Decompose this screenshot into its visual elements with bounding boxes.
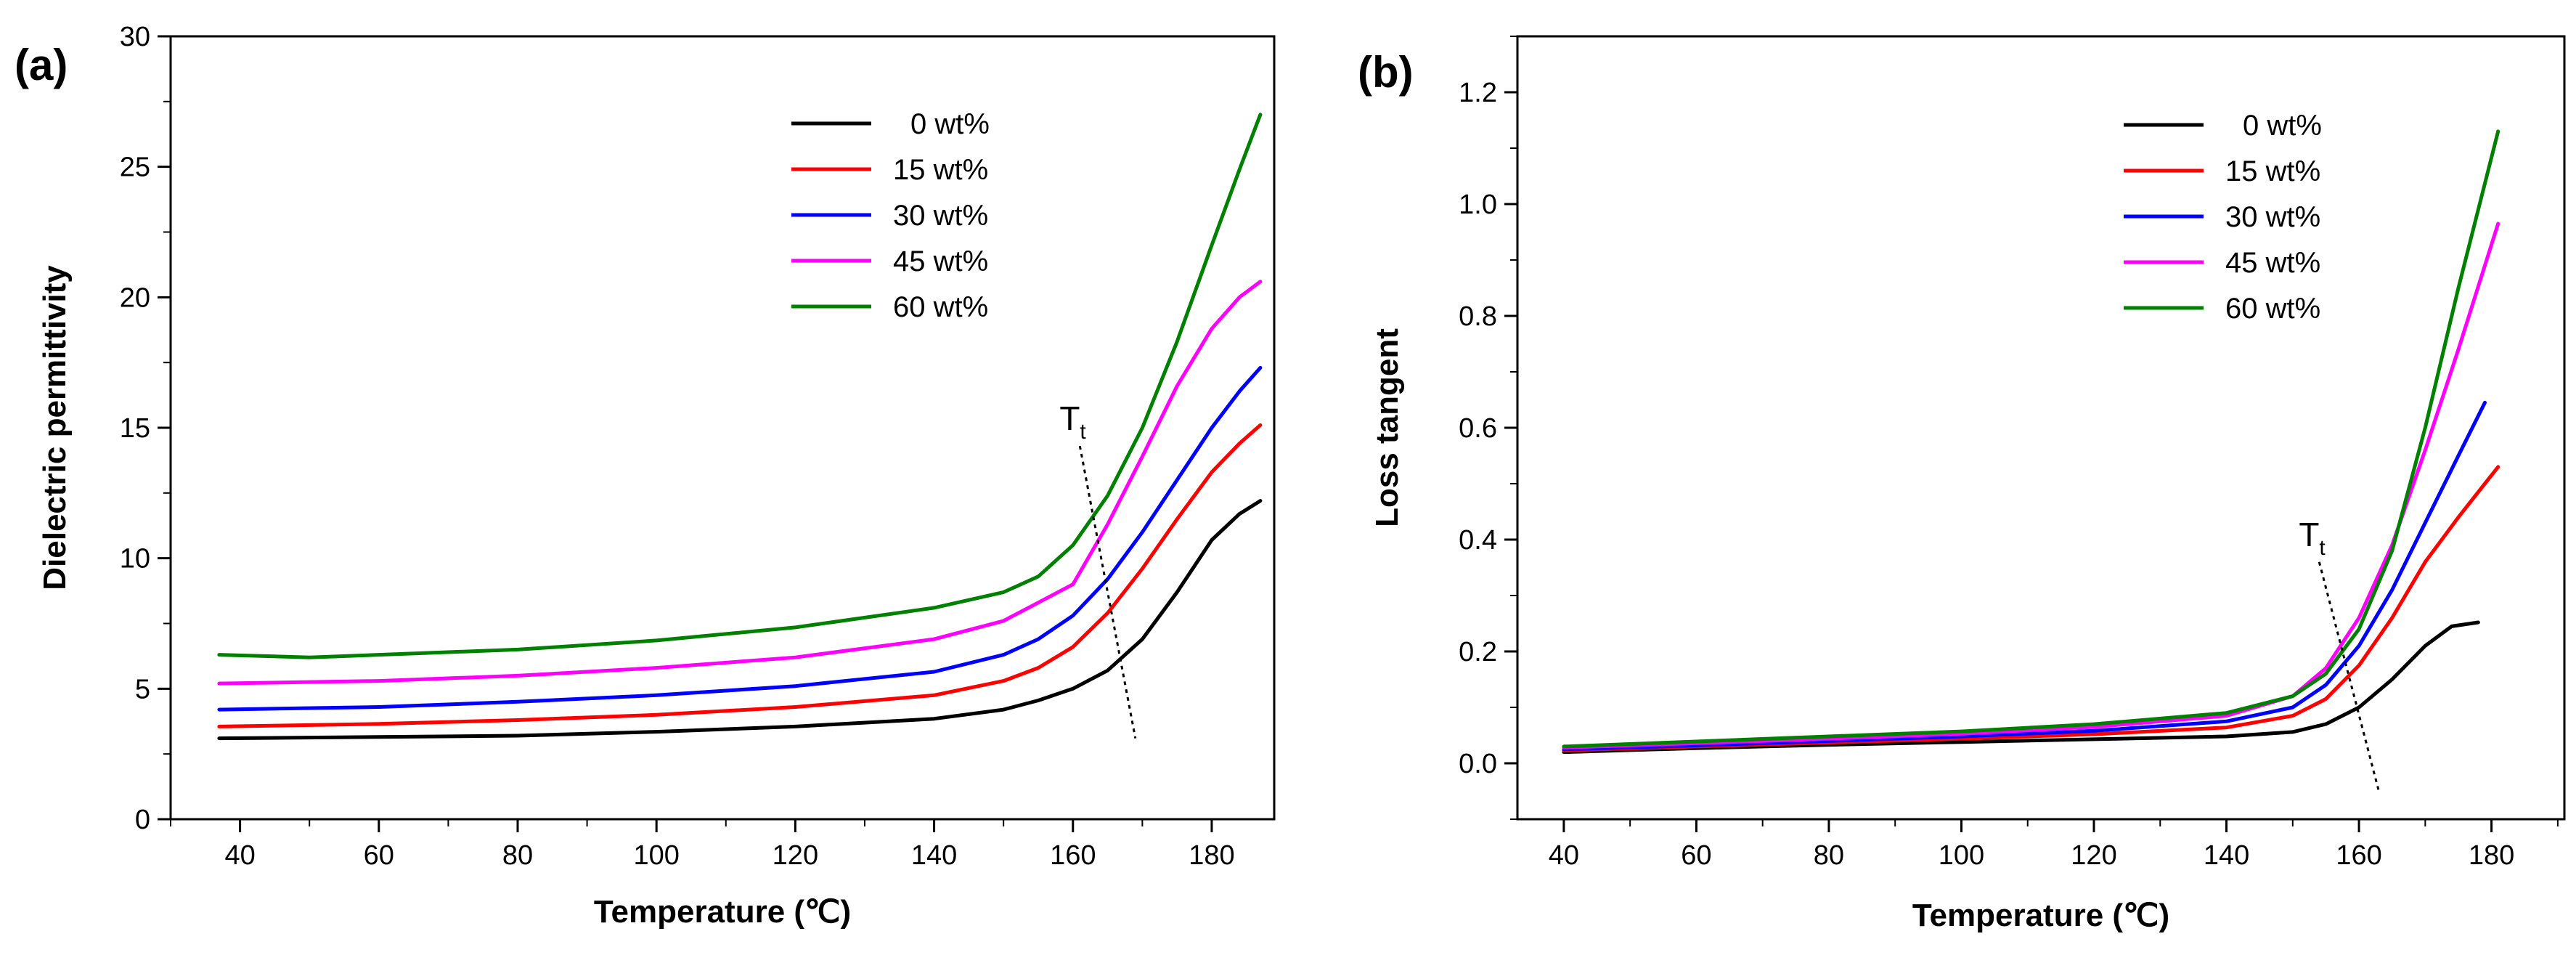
- legend-label: 0 wt%: [910, 108, 990, 140]
- y-tick-label: 1.2: [1459, 78, 1497, 108]
- legend-label: 0 wt%: [2243, 110, 2322, 142]
- y-tick-label: 15: [120, 413, 150, 444]
- series-line-15wt: [217, 423, 1263, 728]
- series-line-30wt: [217, 365, 1263, 712]
- transition-temperature-subscript: t: [2319, 536, 2326, 560]
- y-tick-label: 0.0: [1459, 749, 1497, 779]
- series-line-0wt: [217, 499, 1263, 741]
- y-tick-label: 1.0: [1459, 190, 1497, 220]
- legend-label: 30 wt%: [893, 200, 988, 232]
- y-tick-label: 0.4: [1459, 525, 1497, 556]
- y-tick-label: 0.8: [1459, 301, 1497, 332]
- y-tick-label: 20: [120, 283, 150, 313]
- series-line-60wt: [217, 113, 1263, 659]
- chart-panel-b: 40 60 80 100 120 140 160 180 0.0 0.2 0.4 0.6 0.8 1.0 1…: [1358, 35, 2566, 933]
- legend-label: 15 wt%: [2225, 155, 2320, 187]
- series-line-30wt: [1562, 400, 2487, 752]
- transition-dotted-line: [1078, 445, 1137, 739]
- y-tick-label: 25: [120, 153, 150, 183]
- y-tick-label: 30: [120, 22, 150, 52]
- series-line-45wt: [217, 280, 1263, 686]
- series-line-60wt: [1562, 129, 2500, 749]
- y-tick-label: 10: [120, 544, 150, 574]
- y-axis-title: Dielectric permittivity: [37, 265, 73, 590]
- legend-label: 30 wt%: [2225, 201, 2320, 233]
- legend-label: 45 wt%: [893, 245, 988, 277]
- x-tick-label: 100: [633, 840, 679, 871]
- series-line-0wt: [1562, 620, 2480, 755]
- x-tick-label: 120: [773, 840, 818, 871]
- x-tick-label: 40: [1549, 840, 1579, 871]
- legend-label: 45 wt%: [2225, 247, 2320, 279]
- x-tick-label: 180: [2469, 840, 2514, 871]
- x-tick-label: 120: [2071, 840, 2116, 871]
- x-tick-label: 80: [502, 840, 533, 871]
- x-tick-label: 60: [364, 840, 394, 871]
- legend-label: 60 wt%: [2225, 293, 2320, 325]
- x-tick-label: 140: [911, 840, 957, 871]
- y-tick-label: 0.2: [1459, 637, 1497, 667]
- x-tick-label: 60: [1681, 840, 1711, 871]
- legend-label: 15 wt%: [893, 154, 988, 186]
- y-tick-label: 5: [135, 674, 150, 704]
- panel-label: (b): [1358, 48, 1414, 97]
- x-axis-title: Temperature (℃): [594, 894, 851, 930]
- x-tick-label: 100: [1939, 840, 1984, 871]
- transition-temperature-subscript: t: [1080, 420, 1086, 444]
- x-tick-label: 140: [2204, 840, 2249, 871]
- panel-label: (a): [15, 41, 68, 89]
- y-tick-label: 0: [135, 805, 150, 835]
- x-tick-label: 160: [2336, 840, 2381, 871]
- y-tick-label: 0.6: [1459, 413, 1497, 444]
- x-tick-label: 160: [1050, 840, 1096, 871]
- x-axis-title: Temperature (℃): [1912, 898, 2169, 933]
- x-tick-label: 180: [1189, 840, 1234, 871]
- y-axis-title: Loss tangent: [1369, 328, 1405, 527]
- legend-label: 60 wt%: [893, 291, 988, 323]
- x-tick-label: 40: [224, 840, 255, 871]
- x-tick-label: 80: [1814, 840, 1844, 871]
